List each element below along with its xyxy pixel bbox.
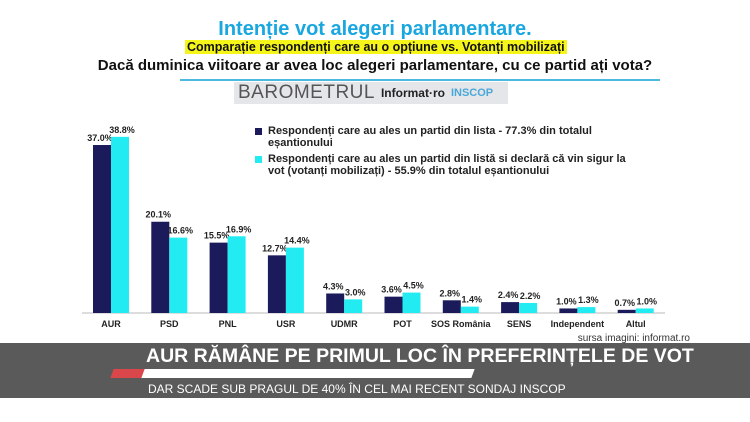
bar-aur-series-1 (93, 145, 111, 313)
x-tick-label: PSD (160, 319, 179, 329)
data-label: 1.3% (578, 295, 599, 305)
data-label: 4.3% (323, 281, 344, 291)
bar-independent-series-2 (577, 307, 596, 313)
data-label: 4.5% (403, 281, 424, 291)
bar-sens-series-2 (519, 303, 538, 313)
bar-chart: 37.0%38.8% AUR 20.1% 16.6% PSD 15.5%16.9% PNL 1… (82, 125, 665, 329)
bar-pot-series-1 (384, 296, 403, 313)
logo-inscop: INSCOP (450, 87, 494, 99)
bar-altul-series-2 (635, 308, 654, 313)
chart-title: Intenție vot alegeri parlamentare. (218, 18, 532, 40)
data-label: 14.4% (284, 236, 310, 246)
legend-swatch (255, 128, 262, 135)
data-label: 16.6% (168, 226, 194, 236)
bar-sens-series-1 (501, 302, 520, 313)
x-tick-label: POT (393, 319, 412, 329)
data-label: 2.2% (520, 291, 541, 301)
banner-headline: AUR RĂMÂNE PE PRIMUL LOC ÎN PREFERINȚELE… (146, 345, 694, 367)
bar-usr-series-1 (267, 255, 286, 313)
bar-pnl-series-2 (227, 236, 246, 313)
bar-psd-series-1 (151, 221, 170, 313)
bar-pnl-series-1 (209, 242, 228, 313)
barometer-logo: BAROMETRUL Informat·ro INSCOP (234, 82, 508, 104)
x-tick-label: AUR (101, 319, 121, 329)
divider (180, 79, 660, 81)
data-label: 2.4% (498, 290, 519, 300)
banner-accent (110, 369, 146, 378)
x-tick-label: SOS România (431, 319, 492, 329)
bar-pot-series-2 (402, 292, 421, 313)
bar-udmr-series-1 (326, 293, 345, 313)
legend-label: Respondenți care au ales un partid din l… (268, 125, 592, 149)
data-label: 0.7% (614, 298, 635, 308)
x-tick-label: Independent (551, 319, 605, 329)
data-label: 1.0% (636, 296, 657, 306)
legend-swatch (255, 156, 262, 163)
x-tick-label: Altul (626, 319, 646, 329)
data-label: 1.0% (556, 296, 577, 306)
legend-label: Respondenți care au ales un partid din l… (268, 153, 626, 177)
legend-item-1: Respondenți care au ales un partid din l… (255, 125, 615, 149)
survey-question: Dacă duminica viitoare ar avea loc alege… (97, 57, 653, 74)
bar-independent-series-1 (559, 308, 578, 313)
data-label: 20.1% (146, 210, 172, 220)
x-tick-label: UDMR (331, 319, 358, 329)
banner-strip (141, 369, 475, 378)
data-label: 3.6% (381, 285, 402, 295)
bar-aur-series-2 (111, 136, 129, 313)
banner-subheadline: DAR SCADE SUB PRAGUL DE 40% ÎN CEL MAI R… (148, 382, 566, 396)
bar-udmr-series-2 (344, 299, 363, 313)
logo-informat: Informat·ro (380, 86, 445, 100)
data-label: 2.8% (440, 288, 461, 298)
bar-psd-series-2 (169, 237, 188, 313)
chart-subtitle: Comparație respondenți care au o opțiune… (185, 40, 567, 54)
data-label: 38.8% (109, 125, 135, 135)
bar-sos-românia-series-1 (442, 300, 461, 313)
data-label: 37.0% (87, 133, 113, 143)
data-label: 15.5% (204, 231, 230, 241)
legend-item-2: Respondenți care au ales un partid din l… (255, 153, 635, 177)
bar-usr-series-2 (285, 247, 304, 313)
bar-altul-series-1 (617, 309, 636, 313)
image-source: sursa imagini: informat.ro (577, 333, 690, 344)
x-tick-label: PNL (219, 319, 238, 329)
bar-sos-românia-series-2 (460, 306, 479, 313)
data-label: 16.9% (226, 224, 252, 234)
data-label: 3.0% (345, 287, 366, 297)
data-label: 12.7% (262, 243, 288, 253)
data-label: 1.4% (462, 295, 483, 305)
x-tick-label: SENS (507, 319, 532, 329)
x-tick-label: USR (276, 319, 296, 329)
logo-barometrul: BAROMETRUL (238, 82, 375, 103)
